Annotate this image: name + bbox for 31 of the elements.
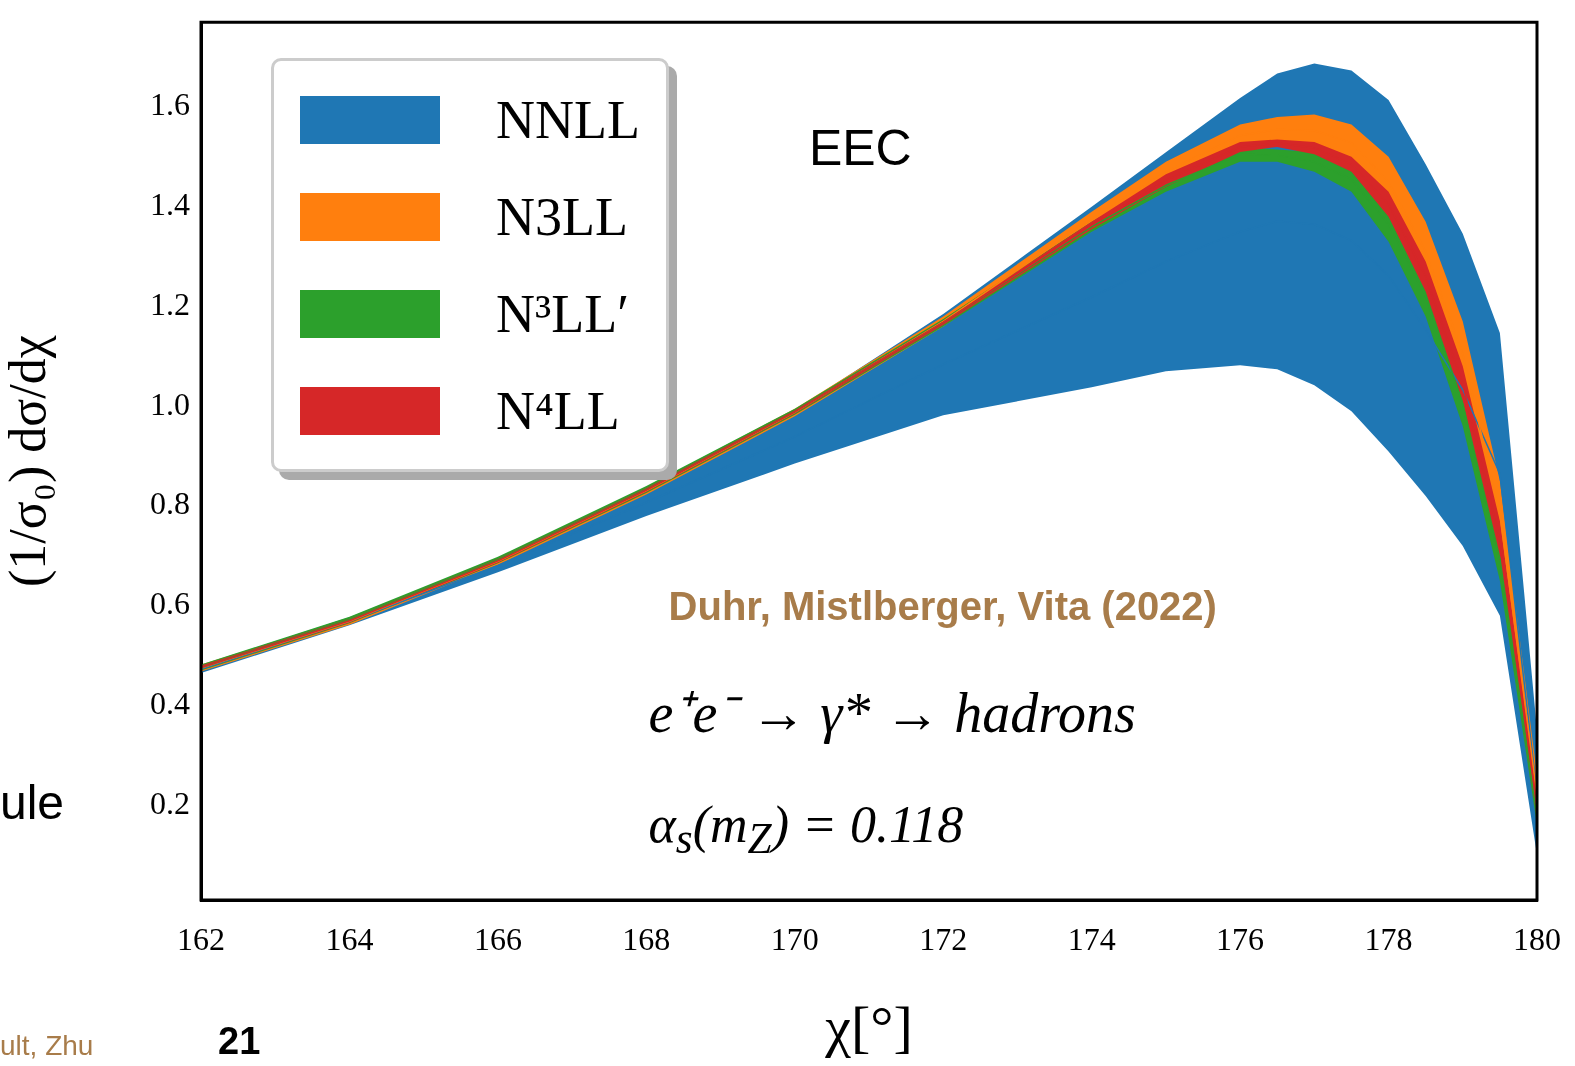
x-tick-label: 166 [473,920,522,957]
text: ult, Zhu [0,1030,94,1062]
y-tick-label: 0.6 [150,585,190,622]
x-tick-label: 164 [325,920,374,957]
x-axis-title: χ[°] [824,994,913,1060]
x-tick-label: 178 [1364,920,1413,957]
annotation: α$_{s}$(m$_{Z}$) = 0.118 [648,794,964,864]
legend-label: N⁴LL [496,379,620,442]
y-tick-label: 1.2 [150,285,190,322]
y-tick-label: 0.4 [150,684,190,721]
annotation: e⁺e⁻ → γ* → hadrons [648,680,1136,746]
text: 21 [218,1020,261,1063]
legend-label: NNLL [496,88,640,151]
y-tick-label: 1.0 [150,385,190,422]
y-tick-label: 0.8 [150,485,190,522]
x-tick-label: 172 [919,920,968,957]
x-tick-label: 170 [770,920,819,957]
x-tick-label: 168 [622,920,671,957]
x-tick-label: 174 [1067,920,1116,957]
y-tick-label: 0.2 [150,784,190,821]
y-tick-label: 1.6 [150,86,190,123]
y-axis-title: (1/σ₀) dσ/dχ [0,335,57,588]
annotation: EEC [808,118,912,177]
annotation: Duhr, Mistlberger, Vita (2022) [668,583,1217,629]
text: ule [0,775,65,830]
x-tick-label: 180 [1513,920,1561,957]
x-tick-label: 176 [1216,920,1265,957]
legend-label: N³LL′ [496,282,629,345]
y-tick-label: 1.4 [150,186,190,223]
legend-label: N3LL [496,185,628,248]
x-tick-label: 162 [177,920,225,957]
